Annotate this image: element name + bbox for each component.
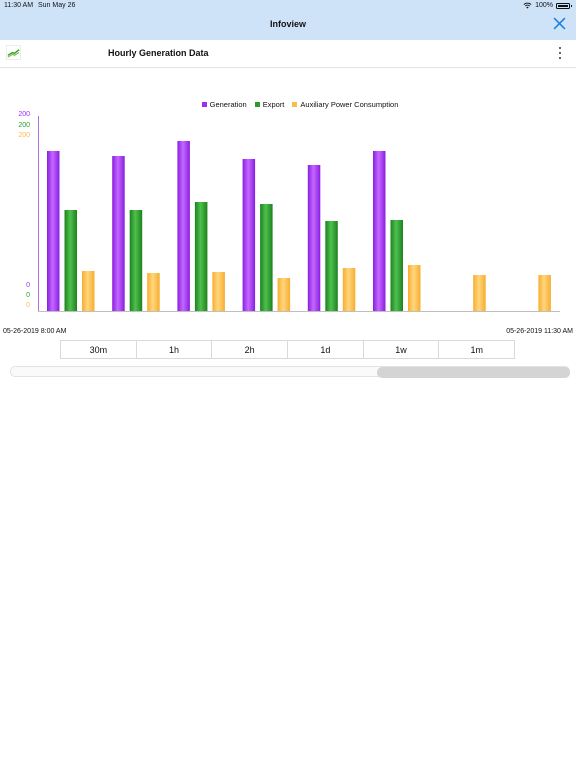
status-time: 11:30 AM: [4, 2, 34, 9]
wifi-icon: [523, 2, 532, 9]
y-tick-export-top: 200: [18, 122, 30, 129]
line-chart-icon: [6, 45, 21, 60]
export-bar[interactable]: [260, 204, 273, 311]
legend-swatch: [254, 102, 260, 107]
auxiliary-bar[interactable]: [473, 275, 486, 311]
legend-label: Export: [262, 100, 285, 109]
auxiliary-bar[interactable]: [408, 265, 421, 311]
y-tick-auxiliary-top: 200: [18, 132, 30, 139]
generation-bar[interactable]: [373, 151, 386, 311]
generation-bar[interactable]: [112, 156, 125, 311]
auxiliary-bar[interactable]: [147, 273, 160, 311]
generation-bar[interactable]: [177, 141, 190, 311]
x-axis-end-label: 05-26-2019 11:30 AM: [506, 328, 573, 335]
auxiliary-bar[interactable]: [538, 275, 551, 311]
range-1d-button[interactable]: 1d: [288, 341, 364, 358]
chart-scrollbar-thumb[interactable]: [377, 367, 570, 378]
legend-label: Generation: [209, 100, 247, 109]
y-tick-export-bottom: 0: [26, 292, 30, 299]
y-tick-generation-top: 200: [18, 111, 30, 118]
legend-label: Auxiliary Power Consumption: [300, 100, 399, 109]
generation-bar[interactable]: [47, 151, 60, 311]
export-bar[interactable]: [129, 210, 143, 311]
generation-bar[interactable]: [307, 165, 321, 311]
more-vertical-icon[interactable]: [556, 47, 564, 59]
export-bar[interactable]: [194, 202, 208, 311]
legend-item-generation[interactable]: Generation: [201, 100, 247, 109]
chart-header: [0, 40, 576, 68]
x-axis-start-label: 05-26-2019 8:00 AM: [3, 328, 67, 335]
legend-item-export[interactable]: Export: [254, 100, 285, 109]
bar-group: [47, 141, 551, 311]
range-2h-button[interactable]: 2h: [212, 341, 289, 358]
auxiliary-bar[interactable]: [212, 272, 225, 311]
chart-plot-area: [38, 116, 560, 312]
time-range-selector: 30m 1h 2h 1d 1w 1m: [60, 340, 515, 359]
battery-percentage: 100%: [535, 2, 553, 9]
close-icon[interactable]: [553, 17, 566, 30]
legend-item-auxiliary[interactable]: Auxiliary Power Consumption: [292, 100, 398, 109]
range-1w-button[interactable]: 1w: [363, 341, 440, 358]
chart-legend: Generation Export Auxiliary Power Consum…: [0, 100, 576, 109]
range-1m-button[interactable]: 1m: [439, 341, 515, 358]
export-bar[interactable]: [325, 221, 338, 311]
status-date: Sun May 26: [38, 2, 76, 9]
status-bar: 11:30 AM Sun May 26 100%: [0, 0, 576, 12]
auxiliary-bar[interactable]: [82, 271, 95, 311]
bar-chart: 200 200 200 0 0 0: [0, 108, 576, 318]
range-30m-button[interactable]: 30m: [61, 341, 137, 358]
legend-swatch: [201, 102, 207, 107]
legend-swatch: [292, 102, 298, 107]
chart-title: Hourly Generation Data: [108, 48, 209, 58]
y-tick-auxiliary-bottom: 0: [26, 302, 30, 309]
generation-bar[interactable]: [242, 159, 256, 311]
range-1h-button[interactable]: 1h: [136, 341, 213, 358]
y-tick-generation-bottom: 0: [26, 282, 30, 289]
battery-icon: [556, 2, 572, 9]
status-right: 100%: [523, 2, 572, 9]
export-bar[interactable]: [390, 220, 404, 311]
auxiliary-bar[interactable]: [342, 268, 356, 311]
auxiliary-bar[interactable]: [277, 278, 291, 311]
page-title: Infoview: [269, 19, 306, 29]
export-bar[interactable]: [64, 210, 78, 311]
navigation-bar: [0, 0, 576, 40]
